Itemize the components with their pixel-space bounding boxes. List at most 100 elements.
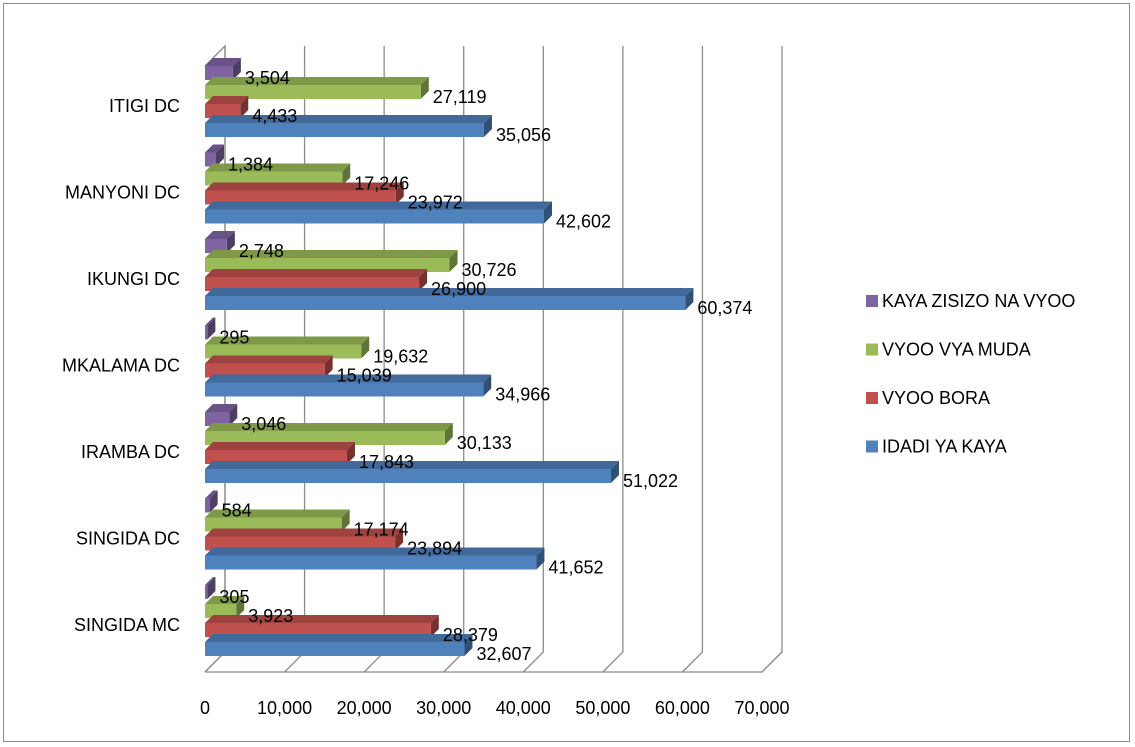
gridline-4 xyxy=(522,46,544,673)
bar-idadi-ya-kaya-ikungi-dc xyxy=(205,288,694,310)
bar-side-face xyxy=(346,442,355,464)
data-label-idadi-ya-kaya-singida-dc: 41,652 xyxy=(548,558,603,578)
bar-top-face xyxy=(205,634,473,642)
chart-frame xyxy=(3,3,1130,742)
bar-front-face xyxy=(205,623,431,637)
data-label-vyoo-vya-muda-manyoni-dc: 17,246 xyxy=(354,174,409,194)
bar-top-face xyxy=(205,96,249,104)
bar-vyoo-vya-muda-mkalama-dc xyxy=(205,336,370,359)
bar-side-face xyxy=(483,115,492,137)
data-label-vyoo-bora-itigi-dc: 4,433 xyxy=(252,106,297,126)
data-label-idadi-ya-kaya-manyoni-dc: 42,602 xyxy=(556,212,611,232)
bar-side-face xyxy=(420,77,429,99)
bar-side-face xyxy=(361,336,370,359)
bar-front-face xyxy=(205,123,484,137)
data-label-kaya-zisizo-na-vyoo-singida-dc: 584 xyxy=(222,501,252,521)
data-label-kaya-zisizo-na-vyoo-mkalama-dc: 295 xyxy=(219,328,249,348)
x-tick-label: 10,000 xyxy=(257,698,312,718)
bar-front-face xyxy=(205,585,208,599)
bar-front-face xyxy=(205,450,347,464)
bar-vyoo-bora-singida-mc xyxy=(205,615,439,637)
legend-swatch xyxy=(866,392,878,404)
bar-side-face xyxy=(685,288,694,310)
bar-front-face xyxy=(205,209,544,224)
bar-side-face xyxy=(209,490,218,513)
data-label-vyoo-vya-muda-mkalama-dc: 19,632 xyxy=(373,347,428,367)
bar-top-face xyxy=(205,509,350,518)
bar-front-face xyxy=(205,536,396,551)
bar-front-face xyxy=(205,152,217,167)
bar-front-face xyxy=(205,642,465,656)
bar-top-face xyxy=(205,231,235,239)
bar-front-face xyxy=(205,258,450,272)
bar-top-face xyxy=(205,163,351,172)
bar-idadi-ya-kaya-manyoni-dc xyxy=(205,201,552,224)
data-label-kaya-zisizo-na-vyoo-manyoni-dc: 1,384 xyxy=(228,155,273,175)
bar-kaya-zisizo-na-vyoo-iramba-dc xyxy=(205,404,238,426)
bar-top-face xyxy=(205,423,453,431)
bar-top-face xyxy=(205,596,245,604)
bar-side-face xyxy=(449,250,458,272)
data-label-vyoo-bora-iramba-dc: 17,843 xyxy=(359,452,414,472)
bar-vyoo-bora-mkalama-dc xyxy=(205,355,333,378)
bar-side-face xyxy=(240,96,249,118)
data-label-idadi-ya-kaya-iramba-dc: 51,022 xyxy=(623,471,678,491)
bar-front-face xyxy=(205,171,343,186)
x-tick-label: 20,000 xyxy=(337,698,392,718)
x-tick-labels: 0 10,000 20,000 30,000 40,000 50,000 60,000 70,… xyxy=(200,698,790,718)
data-label-vyoo-bora-singida-dc: 23,894 xyxy=(407,539,462,559)
bar-side-face xyxy=(419,269,428,291)
bar-top-face xyxy=(205,288,694,296)
category-label-singida-mc: SINGIDA MC xyxy=(74,615,180,635)
legend-item-vyoo-vya-muda: VYOO VYA MUDA xyxy=(866,340,1031,360)
data-label-vyoo-vya-muda-singida-dc: 17,174 xyxy=(354,520,409,540)
bar-idadi-ya-kaya-itigi-dc xyxy=(205,115,492,137)
bar-front-face xyxy=(205,239,227,253)
bar-front-face xyxy=(205,66,233,80)
x-tick-label: 30,000 xyxy=(416,698,471,718)
bar-side-face xyxy=(229,404,238,426)
bar-kaya-zisizo-na-vyoo-mkalama-dc xyxy=(205,317,216,340)
bar-front-face xyxy=(205,325,208,340)
legend-swatch xyxy=(866,440,878,453)
bar-top-face xyxy=(205,528,404,537)
bar-front-face xyxy=(205,296,686,310)
bar-top-face xyxy=(205,77,429,85)
bar-vyoo-bora-singida-dc xyxy=(205,528,404,551)
legend-swatch xyxy=(866,295,878,307)
data-label-idadi-ya-kaya-itigi-dc: 35,056 xyxy=(496,125,551,145)
bar-top-face xyxy=(205,317,216,326)
bar-kaya-zisizo-na-vyoo-ikungi-dc xyxy=(205,231,235,253)
data-label-vyoo-vya-muda-itigi-dc: 27,119 xyxy=(433,87,487,107)
bar-top-face xyxy=(205,355,333,364)
data-label-kaya-zisizo-na-vyoo-ikungi-dc: 2,748 xyxy=(239,241,284,261)
bar-front-face xyxy=(205,382,484,397)
bar-side-face xyxy=(610,461,619,483)
bar-side-face xyxy=(207,317,216,340)
data-label-vyoo-vya-muda-iramba-dc: 30,133 xyxy=(457,433,512,453)
bar-side-face xyxy=(430,615,439,637)
data-label-kaya-zisizo-na-vyoo-itigi-dc: 3,504 xyxy=(245,68,290,88)
bar-top-face xyxy=(205,374,492,383)
bar-side-face xyxy=(543,201,552,224)
bar-vyoo-vya-muda-manyoni-dc xyxy=(205,163,351,186)
legend-label: VYOO BORA xyxy=(882,388,990,408)
bar-idadi-ya-kaya-singida-dc xyxy=(205,547,545,570)
bar-vyoo-bora-manyoni-dc xyxy=(205,182,404,205)
data-label-idadi-ya-kaya-ikungi-dc: 60,374 xyxy=(697,298,752,318)
bar-front-face xyxy=(205,517,342,532)
bar-vyoo-bora-itigi-dc xyxy=(205,96,249,118)
data-label-kaya-zisizo-na-vyoo-singida-mc: 305 xyxy=(219,587,249,607)
category-label-mkalama-dc: MKALAMA DC xyxy=(62,355,180,375)
legend-item-vyoo-bora: VYOO BORA xyxy=(866,388,990,408)
gridline-5 xyxy=(602,46,624,673)
data-label-kaya-zisizo-na-vyoo-iramba-dc: 3,046 xyxy=(241,414,286,434)
bar-kaya-zisizo-na-vyoo-singida-dc xyxy=(205,490,218,513)
data-label-idadi-ya-kaya-singida-mc: 32,607 xyxy=(476,644,531,664)
bar-top-face xyxy=(205,269,428,277)
bar-vyoo-vya-muda-itigi-dc xyxy=(205,77,429,99)
bar-top-face xyxy=(205,250,458,258)
bar-front-face xyxy=(205,412,230,426)
bar-top-face xyxy=(205,144,225,153)
